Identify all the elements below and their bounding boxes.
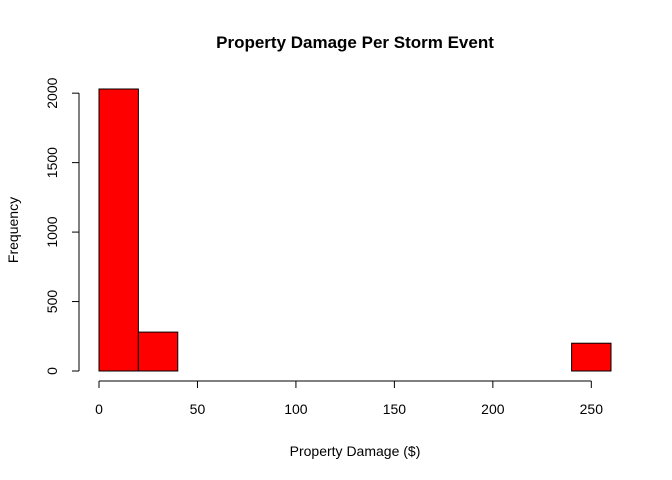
- histogram-bar-1: [137, 331, 179, 372]
- y-axis: 0 500 1000 1500 2000: [44, 77, 80, 375]
- x-axis: 0 50 100 150 200 250: [95, 380, 604, 417]
- histogram-bar-2: [571, 342, 612, 372]
- y-tick-label-2000: 2000: [44, 77, 60, 108]
- y-tick-label-1000: 1000: [44, 216, 60, 247]
- x-tick-label-50: 50: [190, 401, 206, 417]
- x-tick-label-250: 250: [580, 401, 604, 417]
- y-tick-label-500: 500: [44, 290, 60, 314]
- chart-title: Property Damage Per Storm Event: [216, 33, 494, 52]
- x-tick-label-0: 0: [95, 401, 103, 417]
- y-tick-label-1500: 1500: [44, 147, 60, 178]
- y-axis-label: Frequency: [5, 197, 21, 263]
- x-tick-label-100: 100: [284, 401, 308, 417]
- x-tick-label-150: 150: [383, 401, 407, 417]
- y-tick-label-0: 0: [44, 367, 60, 375]
- x-tick-label-200: 200: [481, 401, 505, 417]
- histogram-bar-0: [98, 88, 139, 372]
- x-axis-label: Property Damage ($): [290, 443, 421, 459]
- bars-group: [98, 88, 612, 372]
